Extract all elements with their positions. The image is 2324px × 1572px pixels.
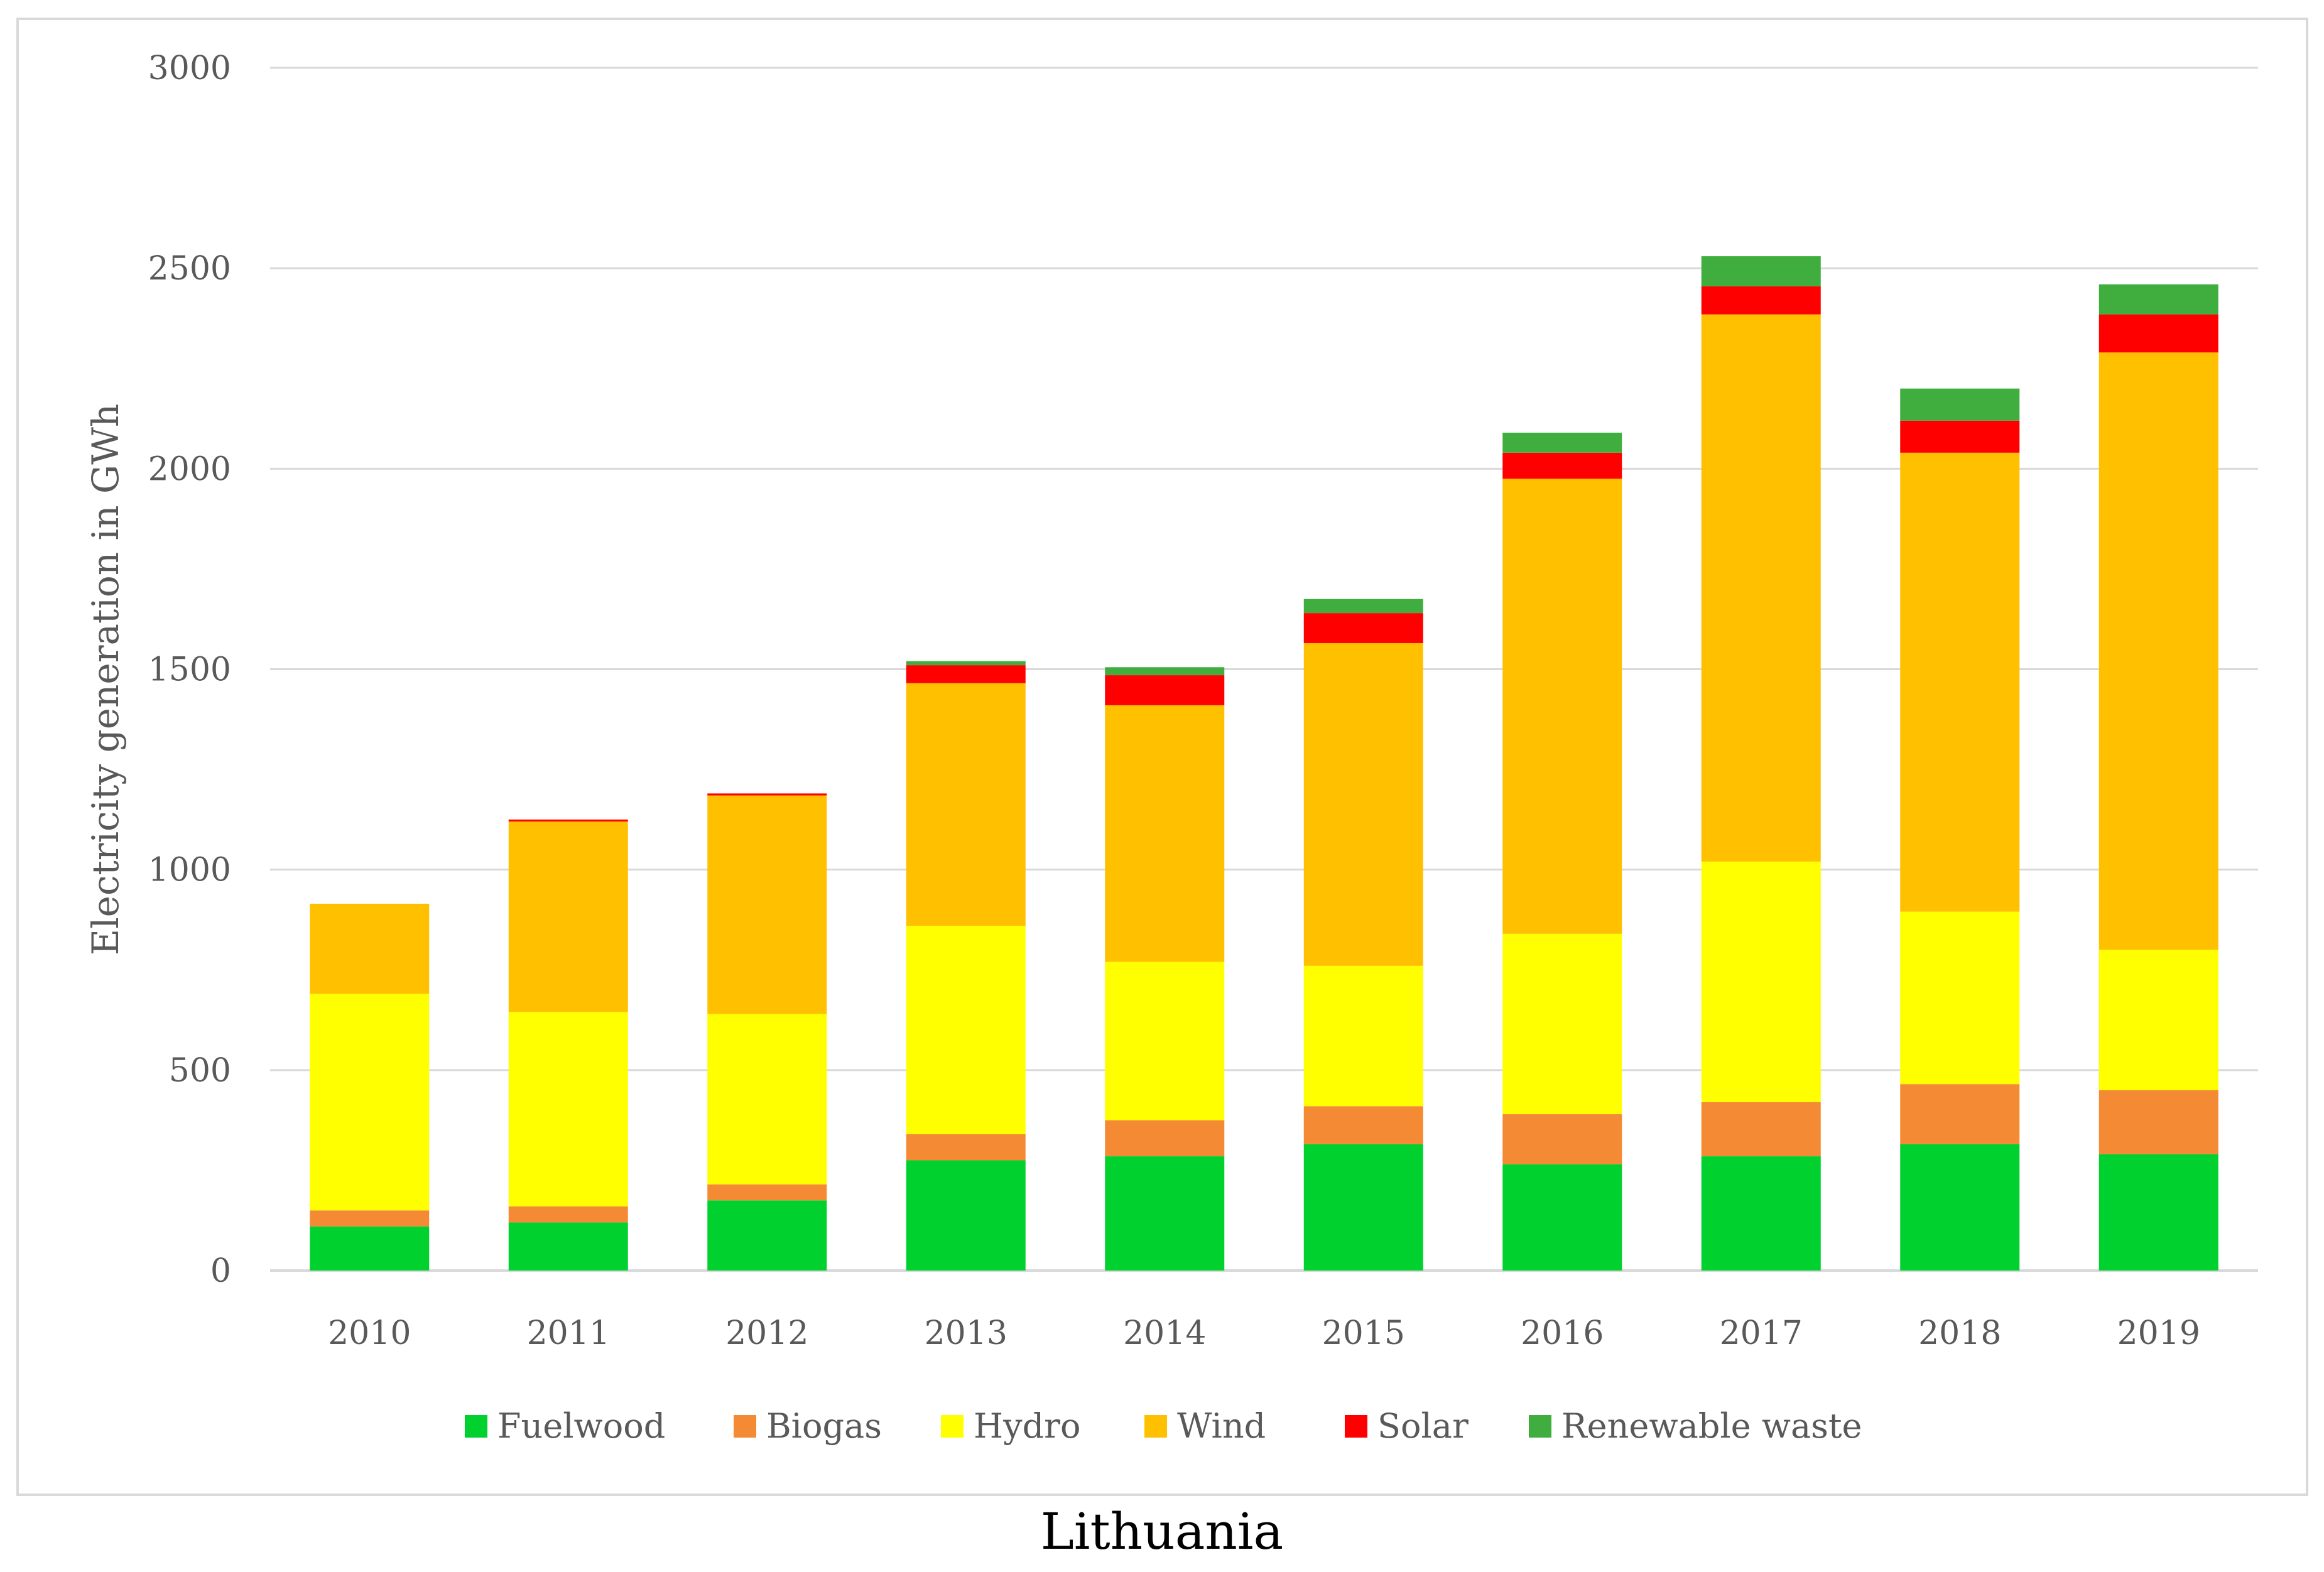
bar-hydro-2011 (508, 1012, 628, 1206)
bar-fuelwood-2015 (1303, 1144, 1423, 1271)
figure-caption: Lithuania (1040, 1502, 1284, 1561)
x-tick-label: 2019 (2117, 1315, 2200, 1352)
bar-biogas-2019 (2099, 1090, 2218, 1154)
bar-fuelwood-2016 (1502, 1164, 1622, 1271)
x-tick-label: 2014 (1123, 1315, 1206, 1352)
x-tick-label: 2015 (1322, 1315, 1405, 1352)
bar-solar-2018 (1900, 420, 2020, 453)
bar-hydro-2010 (310, 994, 430, 1211)
bar-solar-2016 (1502, 452, 1622, 479)
bar-renewable-waste-2013 (906, 661, 1026, 666)
x-tick-label: 2016 (1521, 1315, 1604, 1352)
bar-wind-2012 (707, 795, 827, 1014)
x-tick-label: 2011 (527, 1315, 610, 1352)
legend-label-solar: Solar (1377, 1406, 1469, 1446)
bar-biogas-2016 (1502, 1114, 1622, 1164)
bar-biogas-2013 (906, 1134, 1026, 1161)
bar-renewable-waste-2019 (2099, 284, 2218, 315)
bar-biogas-2015 (1303, 1106, 1423, 1144)
bar-hydro-2019 (2099, 950, 2218, 1090)
bar-solar-2017 (1701, 286, 1821, 315)
x-tick-label: 2017 (1720, 1315, 1803, 1352)
legend-swatch-biogas (734, 1415, 756, 1438)
bar-solar-2011 (508, 819, 628, 822)
y-tick-label: 0 (210, 1252, 231, 1290)
legend-label-hydro: Hydro (974, 1406, 1081, 1446)
bar-wind-2010 (310, 903, 430, 994)
y-tick-label: 1000 (148, 852, 231, 889)
bar-renewable-waste-2017 (1701, 256, 1821, 286)
bar-solar-2012 (707, 793, 827, 796)
bar-renewable-waste-2015 (1303, 599, 1423, 614)
bar-wind-2011 (508, 821, 628, 1012)
bar-solar-2015 (1303, 613, 1423, 644)
legend-label-renewable-waste: Renewable waste (1561, 1406, 1862, 1446)
bar-hydro-2012 (707, 1014, 827, 1184)
bar-wind-2019 (2099, 352, 2218, 950)
bar-solar-2019 (2099, 314, 2218, 353)
bar-fuelwood-2017 (1701, 1156, 1821, 1271)
bar-wind-2014 (1105, 705, 1225, 962)
bar-hydro-2015 (1303, 965, 1423, 1107)
bar-hydro-2017 (1701, 861, 1821, 1102)
bar-wind-2016 (1502, 479, 1622, 934)
y-tick-label: 1500 (148, 651, 231, 689)
x-axis-ticks: 2010 2011 2012 2013 2014 2015 2016 2017 2018 2019 (328, 1315, 2200, 1352)
y-tick-label: 500 (169, 1052, 231, 1090)
bar-fuelwood-2018 (1900, 1144, 2020, 1271)
y-axis-ticks: 0 500 1000 1500 2000 2500 3000 (148, 50, 231, 1290)
legend-swatch-renewable-waste (1529, 1415, 1551, 1438)
bar-wind-2013 (906, 683, 1026, 926)
legend-swatch-solar (1345, 1415, 1367, 1438)
x-tick-label: 2013 (925, 1315, 1007, 1352)
bar-biogas-2012 (707, 1184, 827, 1201)
legend-label-wind: Wind (1177, 1406, 1266, 1446)
bar-hydro-2018 (1900, 911, 2020, 1085)
x-tick-label: 2010 (328, 1315, 411, 1352)
legend-label-biogas: Biogas (766, 1406, 882, 1446)
bar-fuelwood-2019 (2099, 1154, 2218, 1271)
bars (310, 256, 2218, 1271)
bar-renewable-waste-2016 (1502, 432, 1622, 453)
bar-biogas-2010 (310, 1210, 430, 1227)
bar-wind-2018 (1900, 452, 2020, 912)
y-tick-label: 3000 (148, 50, 231, 87)
bar-hydro-2013 (906, 926, 1026, 1134)
bar-fuelwood-2012 (707, 1200, 827, 1271)
x-tick-label: 2018 (1918, 1315, 2001, 1352)
bar-fuelwood-2010 (310, 1226, 430, 1271)
legend-swatch-wind (1144, 1415, 1167, 1438)
bar-biogas-2017 (1701, 1102, 1821, 1157)
bar-hydro-2014 (1105, 962, 1225, 1120)
legend: Fuelwood Biogas Hydro Wind Solar Renewable wa… (465, 1406, 1862, 1446)
bar-wind-2017 (1701, 314, 1821, 862)
bar-renewable-waste-2014 (1105, 667, 1225, 676)
bar-renewable-waste-2018 (1900, 388, 2020, 421)
y-axis-label: Electricity generation in GWh (84, 404, 127, 955)
bar-solar-2014 (1105, 675, 1225, 705)
y-tick-label: 2500 (148, 250, 231, 288)
legend-swatch-fuelwood (465, 1415, 487, 1438)
bar-wind-2015 (1303, 643, 1423, 966)
legend-label-fuelwood: Fuelwood (497, 1406, 665, 1446)
legend-swatch-hydro (941, 1415, 964, 1438)
bar-biogas-2011 (508, 1206, 628, 1223)
bar-hydro-2016 (1502, 933, 1622, 1115)
bar-solar-2013 (906, 665, 1026, 683)
bar-biogas-2018 (1900, 1084, 2020, 1144)
bar-biogas-2014 (1105, 1120, 1225, 1157)
x-tick-label: 2012 (725, 1315, 808, 1352)
bar-fuelwood-2014 (1105, 1156, 1225, 1271)
bar-fuelwood-2011 (508, 1222, 628, 1271)
y-tick-label: 2000 (148, 450, 231, 488)
bar-fuelwood-2013 (906, 1160, 1026, 1271)
